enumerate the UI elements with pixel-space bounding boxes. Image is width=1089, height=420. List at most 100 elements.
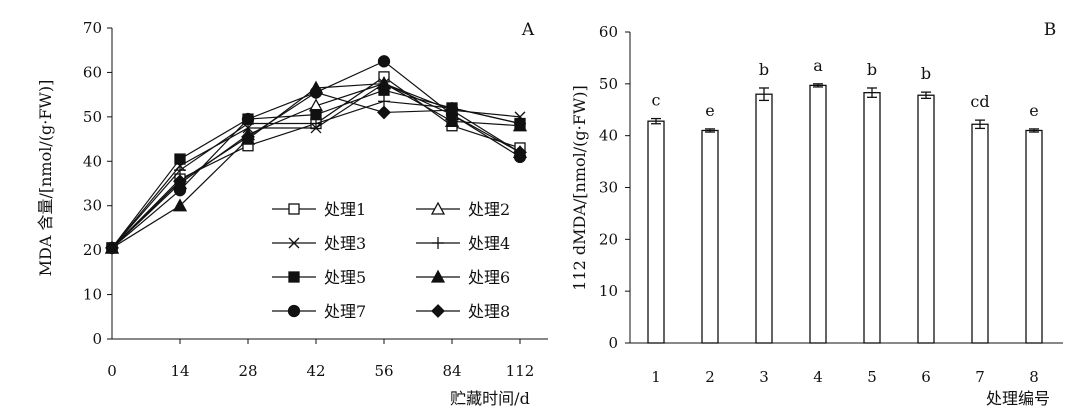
panel-b-y-tick-label: 50 — [599, 75, 618, 93]
panel-b-y-tick-label: 20 — [599, 230, 618, 248]
significance-label: b — [867, 60, 877, 79]
series-8-point-shape — [377, 105, 391, 120]
bar-group-5: b — [863, 60, 881, 344]
legend-marker-shape — [430, 269, 446, 283]
legend-marker — [287, 304, 301, 318]
series-6-point-shape — [376, 76, 392, 90]
significance-label: e — [705, 101, 714, 120]
legend-marker — [432, 237, 444, 249]
significance-label: c — [652, 91, 661, 110]
series-6-point-shape — [512, 118, 528, 132]
bar-group-2: e — [701, 101, 719, 344]
bar — [809, 84, 827, 344]
legend-item-1: 处理1 — [272, 200, 366, 219]
legend-item-6: 处理6 — [416, 268, 510, 287]
series-8-point-shape — [173, 174, 187, 189]
legend-marker — [430, 201, 446, 215]
legend-marker-stroke-b — [288, 237, 300, 249]
panel-a-x-tick-label: 14 — [170, 362, 189, 380]
series-7-point — [241, 112, 255, 126]
legend-item-5: 处理5 — [272, 268, 366, 287]
panel-b-y-tick-label: 40 — [599, 127, 618, 145]
bar — [863, 91, 881, 344]
bar — [647, 120, 665, 344]
panel-a-y-tick-label: 0 — [92, 330, 102, 348]
legend-label: 处理8 — [468, 302, 510, 321]
panel-a-x-tick-label: 56 — [374, 362, 393, 380]
panel-b-x-tick-label: 2 — [705, 368, 715, 386]
series-5-point-shape — [174, 153, 186, 165]
series-6-point — [376, 76, 392, 90]
bar-group-4: a — [809, 56, 827, 344]
panel-b-x-tick-label: 1 — [651, 368, 661, 386]
legend-item-4: 处理4 — [416, 234, 510, 253]
panel-a-x-tick-label: 28 — [238, 362, 257, 380]
legend-label: 处理1 — [324, 200, 366, 219]
series-8-point — [377, 105, 391, 120]
legend-marker — [288, 203, 300, 215]
panel-b-y-tick-label: 30 — [599, 179, 618, 197]
panel-a-x-label: 贮藏时间/d — [450, 389, 530, 408]
panel-a-x-tick-label: 112 — [506, 362, 535, 380]
panel-b-y-ticks: 0 10 20 30 40 50 60 — [599, 23, 630, 352]
bar — [917, 94, 935, 344]
legend-marker — [288, 237, 300, 249]
panel-a-y-tick-label: 40 — [83, 152, 102, 170]
series-line-8 — [105, 85, 527, 255]
panel-a: A 0 10 20 30 40 50 60 70 0 14 28 42 56 84 112 MDA 含量/… — [36, 19, 548, 408]
panel-a-letter: A — [521, 20, 535, 40]
panel-a-y-tick-label: 60 — [83, 63, 102, 81]
panel-b-x-tick-label: 6 — [921, 368, 931, 386]
legend-marker — [431, 304, 445, 318]
legend-item-7: 处理7 — [272, 302, 366, 321]
series-6-point-shape — [172, 198, 188, 212]
series-6-point — [172, 198, 188, 212]
legend-marker — [430, 269, 446, 283]
panel-a-y-tick-label: 20 — [83, 241, 102, 259]
legend-label: 处理7 — [324, 302, 366, 321]
panel-a-legend: 处理1 处理2 处理3 处理4 处理5 处理6 处理7 处理8 — [272, 200, 510, 321]
series-6-point — [512, 118, 528, 132]
legend-label: 处理3 — [324, 234, 366, 253]
series-8-point — [241, 129, 255, 144]
legend-marker-shape — [288, 203, 300, 215]
bar-group-3: b — [755, 60, 773, 344]
series-line-5 — [106, 84, 526, 254]
panel-b-x-tick-label: 8 — [1029, 368, 1039, 386]
panel-b-y-tick-label: 60 — [599, 23, 618, 41]
series-8-point-shape — [309, 85, 323, 100]
significance-label: cd — [970, 92, 989, 111]
series-7-point-shape — [377, 55, 391, 68]
series-8-point-shape — [513, 145, 527, 160]
legend-label: 处理4 — [468, 234, 510, 253]
bar — [755, 93, 773, 344]
legend-item-3: 处理3 — [272, 234, 366, 253]
panel-b: B 0 10 20 30 40 50 60 1 2 3 4 5 6 7 8 112 dMDA/[nmol/… — [570, 20, 1063, 408]
panel-b-letter: B — [1044, 20, 1057, 40]
panel-a-x-tick-label: 42 — [306, 362, 325, 380]
series-7-point-shape — [241, 112, 255, 126]
panel-b-y-tick-label: 10 — [599, 282, 618, 300]
panel-a-y-tick-label: 30 — [83, 197, 102, 215]
significance-label: b — [759, 60, 769, 79]
panel-b-bars: c e b a b b cd e — [647, 56, 1043, 344]
panel-b-x-tick-label: 4 — [813, 368, 823, 386]
legend-item-2: 处理2 — [416, 200, 510, 219]
series-8-point — [309, 85, 323, 100]
panel-b-x-tick-label: 3 — [759, 368, 769, 386]
series-8-point-shape — [241, 129, 255, 144]
significance-label: a — [813, 56, 823, 75]
series-5-point-shape — [310, 108, 322, 121]
series-8-point — [445, 103, 459, 118]
legend-marker — [288, 271, 300, 283]
series-6-point-shape — [444, 113, 460, 127]
series-line-2 — [104, 76, 528, 254]
panel-a-x-tick-label: 84 — [442, 362, 461, 380]
bar — [1025, 129, 1043, 344]
panel-b-y-tick-label: 0 — [608, 334, 618, 352]
bar — [701, 129, 719, 344]
panel-b-x-ticks: 1 2 3 4 5 6 7 8 — [651, 368, 1039, 386]
series-5-point — [310, 108, 322, 121]
